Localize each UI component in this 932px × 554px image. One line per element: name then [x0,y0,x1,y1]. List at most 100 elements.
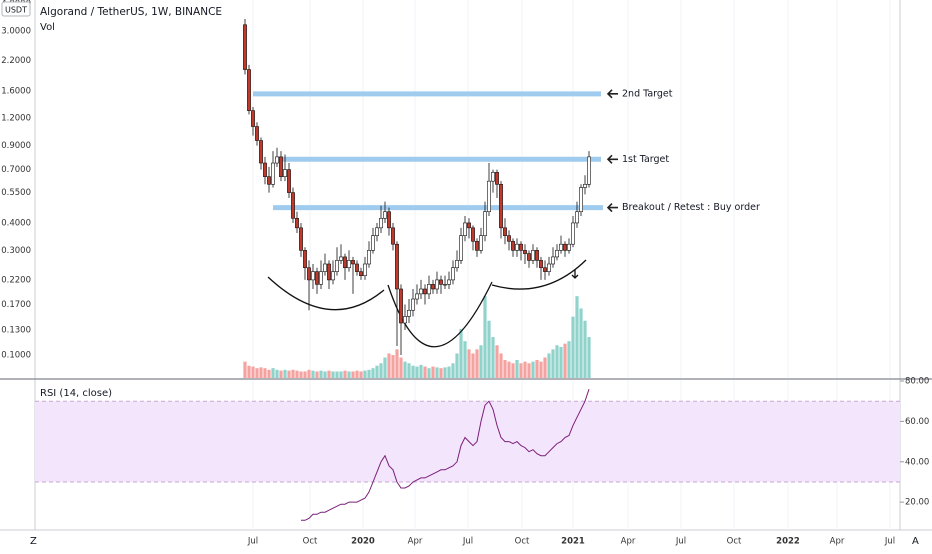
candle-body [347,260,351,269]
candle-body [543,267,547,272]
auto-button[interactable]: A [912,536,919,547]
candle-body [303,250,307,269]
candle-body [527,253,531,261]
volume-bar [271,368,275,378]
candle-body [259,140,263,164]
candle-body [323,263,327,272]
right-shoulder [491,259,587,290]
candle-body [511,240,515,251]
volume-bar [379,363,383,378]
candle-body [451,267,455,281]
down-arrow [571,270,579,279]
target-label: 1st Target [622,154,669,165]
candle-body [319,271,323,285]
candle-body [427,284,431,295]
candle-body [271,162,275,185]
candle-body [379,217,383,229]
candle-body [399,288,403,324]
candle-body [535,250,539,261]
volume-bar [575,296,579,378]
rsi-tick-label: 40.00 [905,457,929,467]
volume-bar [291,369,295,378]
candle-body [503,227,507,236]
y-tick-label: 0.1000 [1,351,31,361]
volume-bar [427,368,431,378]
volume-bar [515,360,519,378]
arrow [606,154,618,164]
candle-body [495,172,499,185]
candle-body [275,156,279,164]
candle-body [455,260,459,269]
head [387,281,493,348]
x-tick-label: 2022 [776,537,800,547]
volume-bar [563,343,567,378]
rsi-tick-label: 20.00 [905,498,929,508]
volume-bar [395,349,399,378]
volume-bar [263,368,267,378]
candle-body [291,192,295,219]
volume-bar [431,366,435,378]
volume-bar [383,357,387,378]
annotations: 2nd Target 1st Target Breakout / Retest : … [253,88,760,213]
candle-body [555,250,559,258]
candle-body [479,235,483,251]
volume-bar [519,363,523,378]
rsi-label: RSI (14, close) [40,388,112,399]
volume-bar [499,353,503,378]
candle-body [267,176,271,185]
volume-bar [251,366,255,378]
candle-body [415,293,419,300]
volume-bar [375,365,379,378]
candle-body [559,243,563,251]
candle-body [251,110,255,127]
x-tick-label: Oct [303,537,318,547]
candle-body [491,172,495,182]
candle-body [563,243,567,251]
volume-bar [407,363,411,378]
volume-bar [303,371,307,378]
volume-bar [307,369,311,378]
volume-bar [547,353,551,378]
volume-bar [527,363,531,378]
y-tick-label: 0.3000 [1,246,31,256]
candle-body [355,263,359,272]
volume-bar [467,349,471,378]
currency-label: USDT [5,6,27,15]
x-tick-label: Oct [727,537,742,547]
candle-body [523,250,527,254]
volume-bar [455,353,459,378]
candle-body [375,227,379,236]
candle-body [539,260,543,269]
volume-bar [447,366,451,378]
volume-bar [367,369,371,378]
candle-body [367,250,371,265]
volume-bar [491,337,495,378]
arrow [606,203,618,213]
candle-body [551,256,555,265]
volume-bar [419,364,423,378]
volume-bar [359,371,363,378]
volume-bar [339,371,343,378]
volume-bar [539,361,543,378]
rsi-band [35,401,900,482]
volume-bar [511,363,515,378]
candle-body [475,240,479,251]
volume-bar [451,363,455,378]
candle-body [519,243,523,251]
scale-button[interactable]: Z [30,536,37,547]
candles [243,18,591,356]
y-tick-label: 0.9000 [1,141,31,151]
candle-body [247,69,251,111]
volume-bar [507,361,511,378]
candle-body [255,126,259,141]
candle-body [315,271,319,285]
rsi-tick-label: 80.00 [905,377,929,387]
candle-body [387,211,391,229]
candle-body [483,211,487,236]
volume-bar [355,370,359,378]
candle-body [467,222,471,229]
volume-bar [327,370,331,378]
volume-bar [435,367,439,378]
x-tick-label: Jul [675,537,686,547]
candle-body [583,184,587,188]
